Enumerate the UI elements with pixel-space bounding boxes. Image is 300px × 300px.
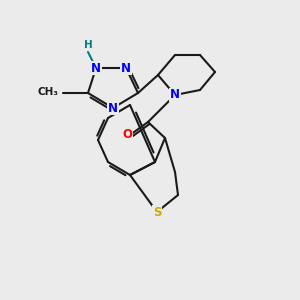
Text: N: N — [108, 101, 118, 115]
Text: H: H — [84, 40, 92, 50]
Text: S: S — [153, 206, 161, 218]
Text: O: O — [122, 128, 132, 140]
Text: N: N — [91, 61, 101, 74]
Text: N: N — [121, 61, 131, 74]
Text: CH₃: CH₃ — [37, 87, 58, 97]
Text: N: N — [170, 88, 180, 101]
